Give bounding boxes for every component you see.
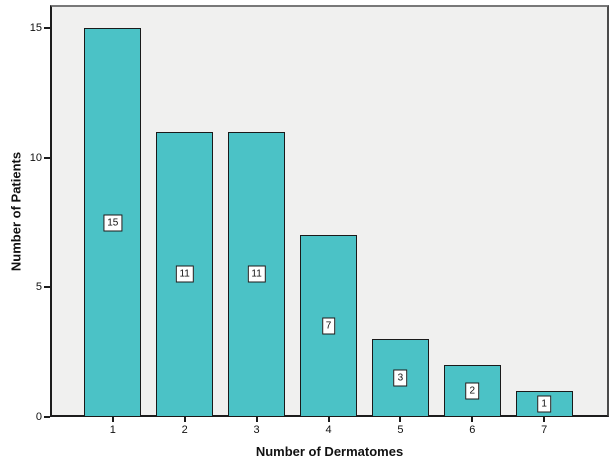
x-tick [327, 417, 330, 422]
x-tick [183, 417, 186, 422]
x-tick [543, 417, 546, 422]
y-tick-label: 10 [29, 151, 42, 164]
bar-value-label: 2 [465, 382, 480, 400]
y-tick [44, 416, 50, 418]
x-tick [399, 417, 402, 422]
x-tick [111, 417, 114, 422]
x-tick-label: 4 [325, 424, 332, 436]
bar-value-label: 11 [175, 265, 194, 283]
y-tick [44, 27, 50, 30]
bar-value-label: 7 [321, 317, 336, 335]
x-tick-label: 7 [541, 424, 548, 436]
bar-value-label: 11 [247, 265, 266, 283]
bar-value-label: 15 [103, 214, 123, 232]
y-tick-label: 5 [35, 281, 42, 294]
y-tick-label: 15 [29, 22, 42, 35]
y-tick [44, 156, 50, 159]
x-tick-label: 2 [181, 424, 188, 436]
x-tick-label: 5 [397, 424, 404, 436]
x-axis-title: Number of Dermatomes [255, 444, 404, 459]
bar-value-label: 1 [537, 395, 551, 413]
y-tick [44, 286, 50, 289]
y-tick-label: 0 [35, 411, 42, 423]
x-tick-label: 3 [253, 424, 260, 436]
x-tick-label: 1 [109, 424, 116, 436]
x-tick [471, 417, 474, 422]
bar [515, 391, 573, 417]
bar-value-label: 3 [393, 369, 408, 387]
x-tick [255, 417, 258, 422]
x-tick-label: 6 [469, 424, 476, 436]
